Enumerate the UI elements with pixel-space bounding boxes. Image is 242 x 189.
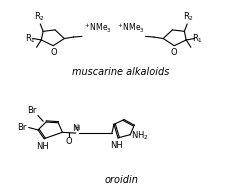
Text: N: N	[72, 124, 79, 133]
Text: NH$_2$: NH$_2$	[131, 129, 149, 142]
Text: $^+$NMe$_3$: $^+$NMe$_3$	[116, 22, 144, 35]
Text: R$_2$: R$_2$	[183, 11, 194, 23]
Text: R$_1$: R$_1$	[192, 32, 203, 45]
Text: O: O	[51, 48, 57, 57]
Text: $^+$NMe$_3$: $^+$NMe$_3$	[83, 22, 112, 35]
Text: R$_2$: R$_2$	[34, 11, 45, 23]
Text: NH: NH	[37, 142, 49, 151]
Text: Br: Br	[28, 106, 37, 115]
Text: O: O	[66, 137, 72, 146]
Text: oroidin: oroidin	[104, 175, 138, 184]
Text: muscarine alkaloids: muscarine alkaloids	[72, 67, 170, 77]
Text: Br: Br	[17, 123, 27, 132]
Text: R$_1$: R$_1$	[25, 32, 36, 45]
Text: NH: NH	[110, 141, 123, 150]
Text: O: O	[170, 48, 177, 57]
Text: H: H	[74, 125, 79, 131]
